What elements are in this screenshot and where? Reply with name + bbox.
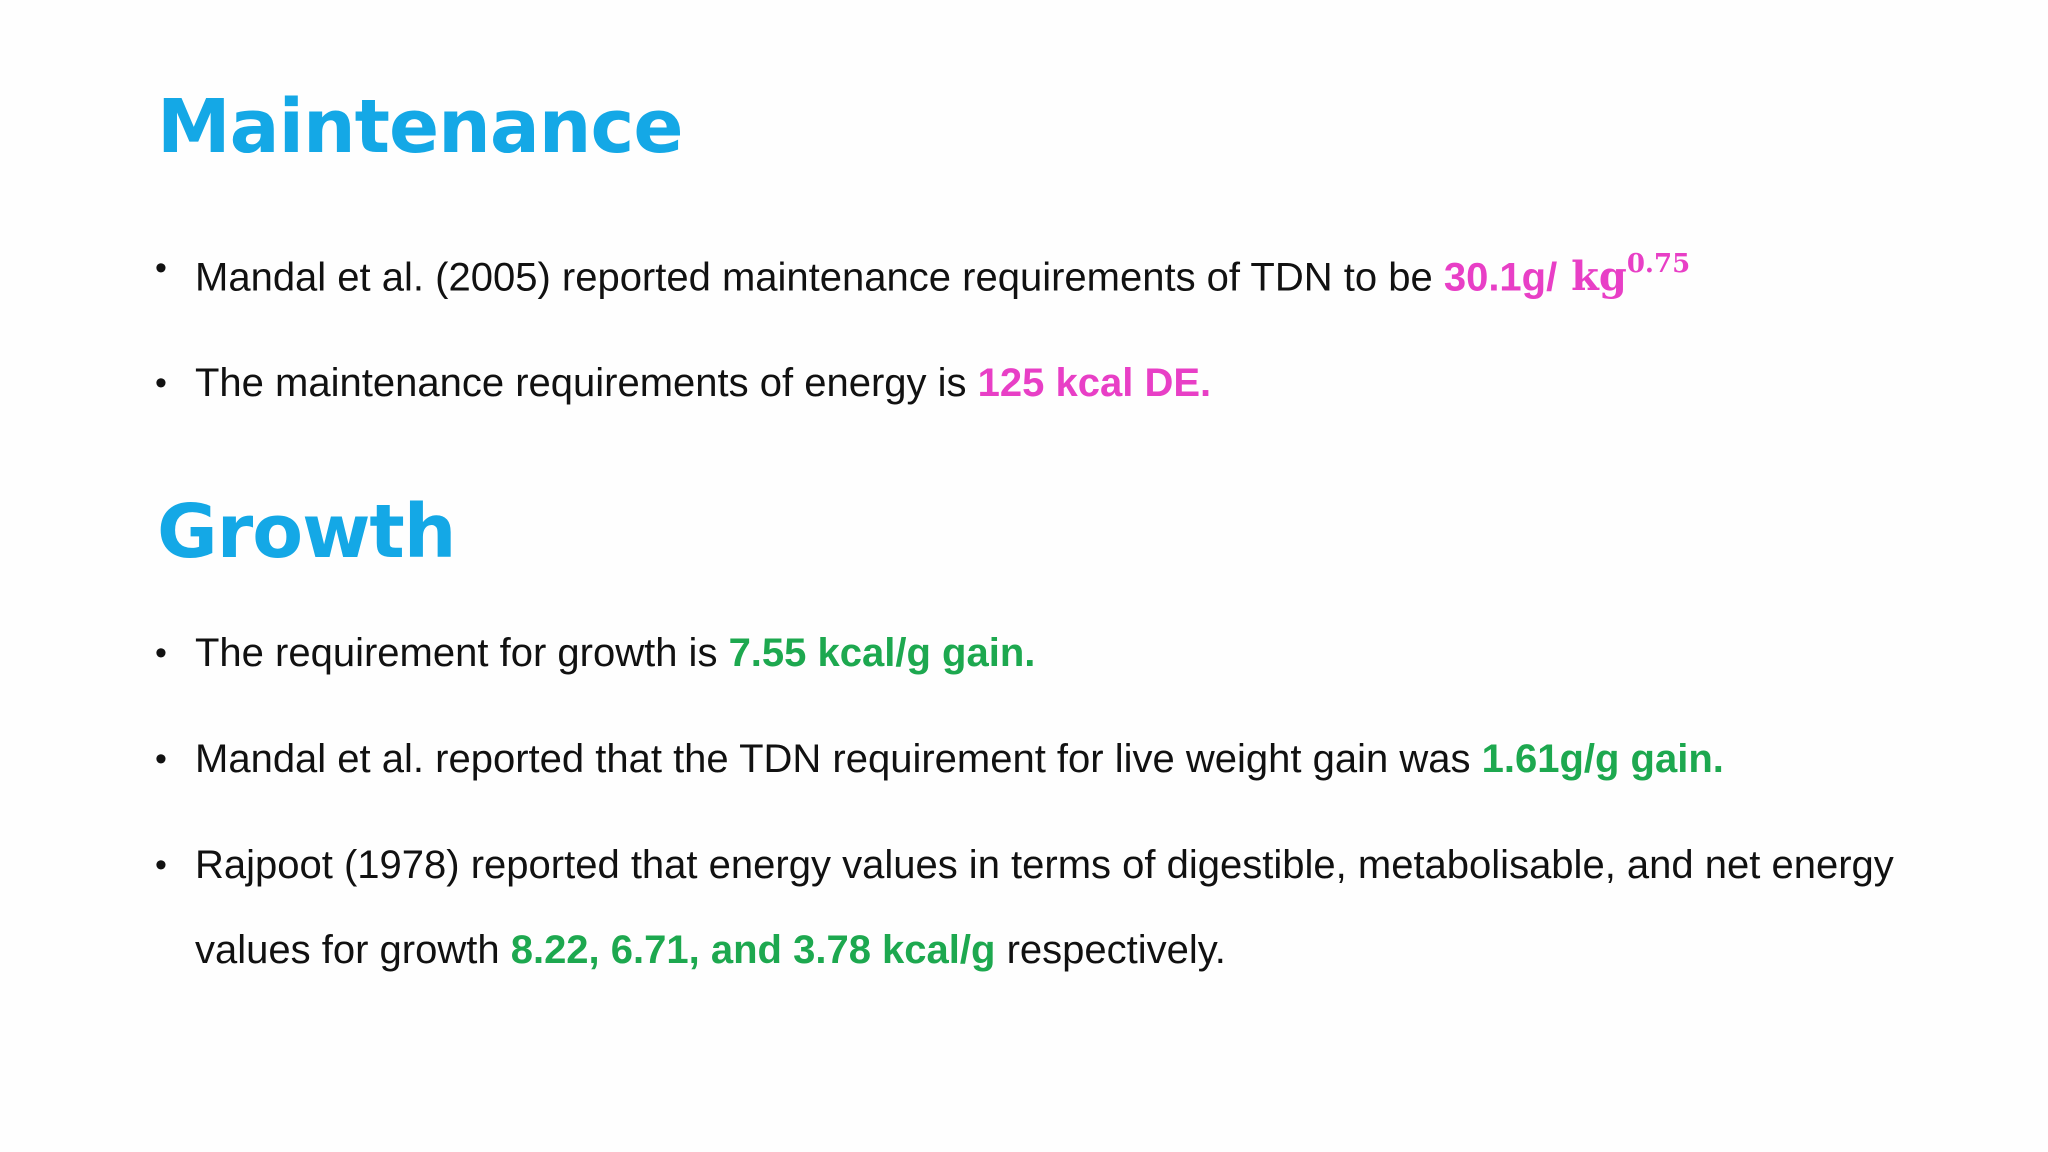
growth-bullet-tdn: • Mandal et al. reported that the TDN re…	[155, 717, 1915, 802]
bullet-text-after: respectively.	[995, 928, 1226, 972]
growth-requirement-highlight: 7.55 kcal/g gain.	[728, 631, 1036, 675]
tdn-unit-math: kg0.75	[1557, 249, 1690, 301]
maintenance-bullet-tdn: • Mandal et al. (2005) reported maintena…	[155, 226, 1915, 320]
bullet-text: Rajpoot (1978) reported that energy valu…	[195, 843, 1894, 972]
bullet-text: The maintenance requirements of energy i…	[195, 361, 978, 406]
math-exponent: 0.75	[1626, 249, 1691, 279]
maintenance-bullet-energy: • The maintenance requirements of energy…	[155, 341, 1915, 426]
bullet-text: The requirement for growth is	[195, 631, 729, 675]
energy-value-highlight: 125 kcal DE.	[977, 361, 1212, 406]
tdn-value-highlight: 30.1g/	[1443, 255, 1558, 300]
tdn-gain-highlight: 1.61g/g gain.	[1481, 737, 1724, 781]
energy-values-highlight: 8.22, 6.71, and 3.78 kcal/g	[510, 928, 996, 972]
growth-bullet-requirement: • The requirement for growth is 7.55 kca…	[155, 611, 1915, 696]
bullet-text: Mandal et al. reported that the TDN requ…	[195, 737, 1482, 781]
bullet-icon: •	[155, 634, 167, 672]
bullet-icon: •	[155, 846, 167, 884]
growth-bullet-list: • The requirement for growth is 7.55 kca…	[155, 611, 1915, 993]
bullet-text: Mandal et al. (2005) reported maintenanc…	[195, 255, 1444, 300]
growth-bullet-energy-values: • Rajpoot (1978) reported that energy va…	[155, 823, 1915, 993]
growth-heading: Growth	[157, 489, 456, 575]
math-base: kg	[1557, 253, 1627, 301]
bullet-icon: •	[155, 249, 167, 287]
maintenance-heading: Maintenance	[157, 84, 684, 170]
bullet-icon: •	[155, 740, 167, 778]
maintenance-bullet-list: • Mandal et al. (2005) reported maintena…	[155, 226, 1915, 426]
bullet-icon: •	[155, 364, 167, 403]
